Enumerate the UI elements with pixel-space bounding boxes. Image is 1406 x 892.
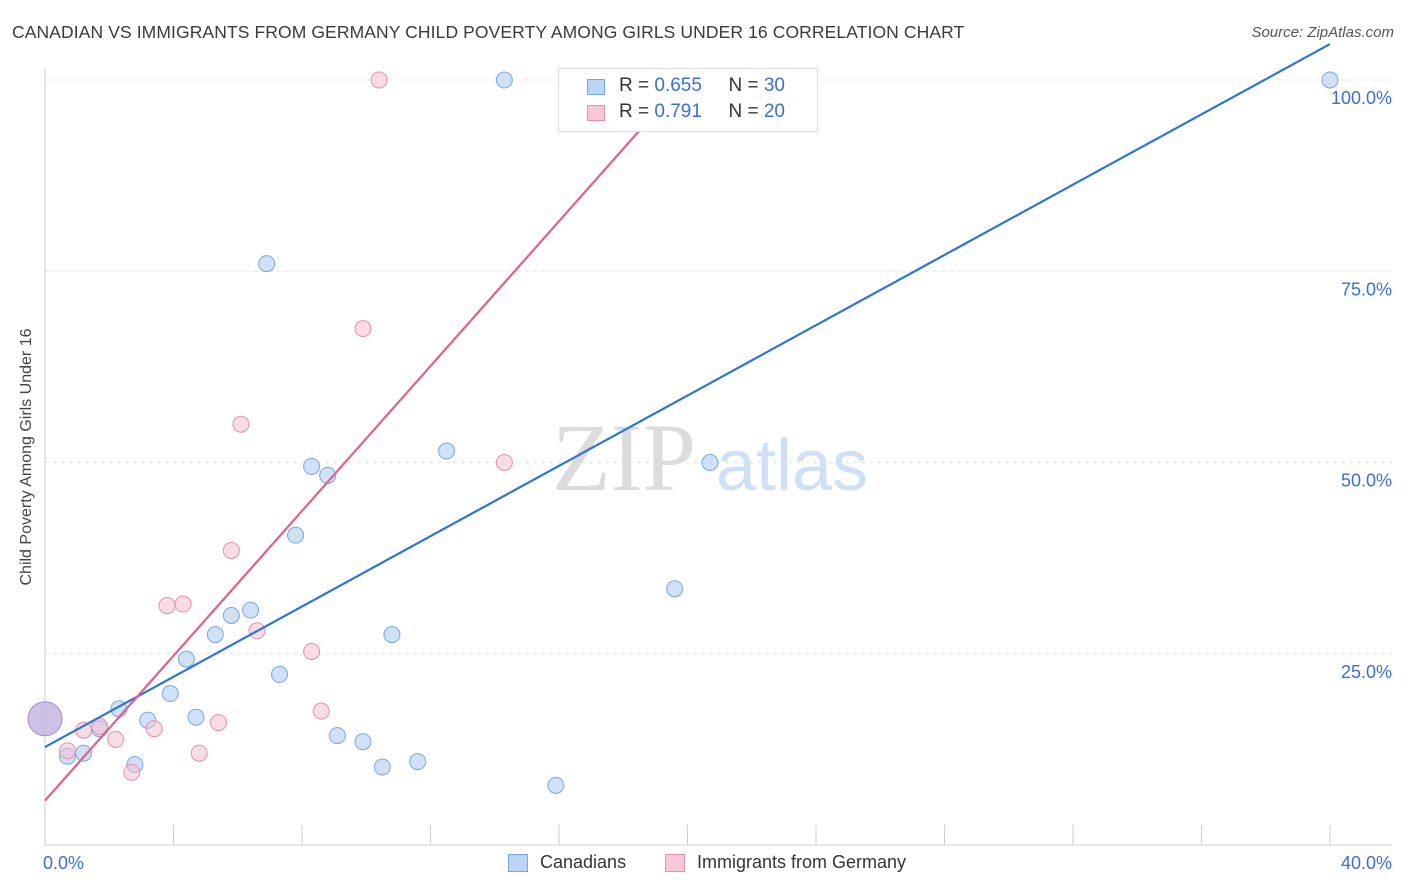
point-canadians — [701, 454, 719, 471]
point-germany — [303, 642, 321, 660]
point-germany — [370, 71, 388, 89]
legend-label: Canadians — [540, 852, 627, 872]
point-canadians — [242, 601, 260, 619]
trend-line-canadians — [44, 43, 1331, 749]
stats-legend: R = 0.655 N = 30 R = 0.791 N = 20 — [558, 68, 818, 132]
point-canadians — [222, 607, 240, 624]
y-tick-label: 75.0% — [1341, 279, 1392, 299]
point-canadians — [271, 665, 289, 683]
point-germany — [232, 415, 250, 433]
x-tick-label: 0.0% — [43, 853, 84, 873]
point-canadians — [161, 685, 179, 703]
y-tick-label: 50.0% — [1341, 471, 1392, 491]
point-canadians — [1321, 71, 1339, 89]
point-canadians — [666, 580, 684, 598]
legend-swatch-germany — [587, 105, 605, 121]
point-germany — [209, 714, 227, 732]
x-tick-label: 40.0% — [1341, 853, 1392, 873]
point-germany — [107, 730, 125, 748]
point-canadians — [383, 626, 401, 644]
tick-labels: 100.0% 75.0% 50.0% 25.0% 0.0% 40.0% — [43, 88, 1392, 873]
n-label: N = — [728, 75, 764, 96]
point-canadians — [177, 650, 195, 668]
point-germany — [145, 720, 163, 738]
legend-swatch — [665, 854, 685, 872]
point-canadians — [354, 733, 372, 751]
point-canadians — [187, 708, 205, 726]
legend-swatch — [508, 854, 528, 872]
point-canadians — [547, 776, 565, 794]
point-canadians — [409, 753, 427, 771]
point-canadians — [258, 255, 276, 273]
legend-row-germany: R = 0.791 N = 20 — [619, 101, 785, 123]
point-germany — [58, 742, 76, 760]
point-germany — [158, 597, 176, 615]
source-label: Source: ZipAtlas.com — [1251, 24, 1394, 41]
r-label: R = — [619, 75, 655, 96]
legend-label: Immigrants from Germany — [697, 852, 907, 872]
point-germany — [190, 744, 208, 762]
trend-lines — [44, 43, 1331, 802]
n-label: N = — [728, 101, 764, 122]
point-germany — [174, 595, 192, 613]
legend-row-canadians: R = 0.655 N = 30 — [619, 75, 785, 97]
legend-swatch-canadians — [587, 79, 605, 95]
point-germany — [222, 541, 240, 559]
point-germany — [123, 763, 141, 781]
trend-line-germany — [44, 79, 686, 802]
y-tick-label: 25.0% — [1341, 662, 1392, 682]
r-value: 0.655 — [654, 75, 702, 96]
legend-item-germany[interactable]: Immigrants from Germany — [665, 852, 906, 873]
point-canadians — [206, 626, 224, 644]
point-canadians — [438, 442, 456, 460]
n-value: 30 — [763, 75, 785, 96]
watermark: ZIP atlas — [552, 404, 868, 511]
point-canadians — [303, 457, 321, 475]
point-germany — [354, 320, 372, 338]
legend-item-canadians[interactable]: Canadians — [508, 852, 626, 873]
point-germany — [312, 702, 330, 720]
n-value: 20 — [763, 101, 785, 122]
y-tick-label: 100.0% — [1331, 88, 1392, 108]
r-value: 0.791 — [654, 101, 702, 122]
data-points — [27, 71, 1339, 794]
chart-title: CANADIAN VS IMMIGRANTS FROM GERMANY CHIL… — [12, 22, 965, 42]
watermark-atlas: atlas — [716, 426, 868, 506]
point-canadians — [27, 701, 63, 737]
point-canadians — [495, 71, 513, 89]
gridlines — [45, 79, 1392, 655]
point-germany — [495, 454, 513, 471]
point-canadians — [287, 526, 305, 544]
r-label: R = — [619, 101, 655, 122]
point-canadians — [328, 727, 346, 745]
point-canadians — [373, 758, 391, 776]
